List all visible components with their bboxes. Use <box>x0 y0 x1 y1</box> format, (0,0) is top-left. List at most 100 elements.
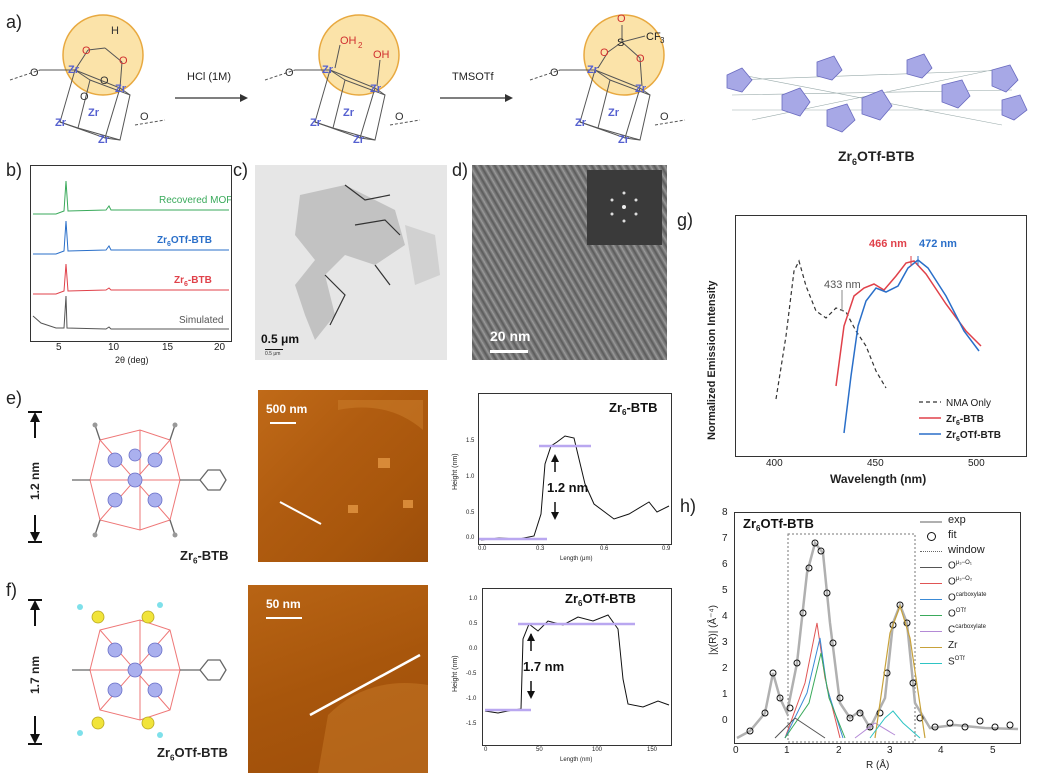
afm-ytick-e-4: 0.0 <box>466 535 475 541</box>
peak-433-label: 433 nm <box>824 279 861 291</box>
afm-scale-bar-f <box>266 617 302 619</box>
tem-flakes <box>295 184 440 340</box>
arrow-head-2 <box>505 94 513 102</box>
exafs-xtick-4: 4 <box>938 745 944 756</box>
svg-text:O: O <box>600 47 609 59</box>
height-arrows-f <box>28 599 42 745</box>
active-site-circle-3 <box>583 14 665 96</box>
svg-text:Zr: Zr <box>55 117 67 129</box>
curve-nma-only <box>775 259 887 400</box>
afm-xtick-f-4: 150 <box>647 747 658 753</box>
svg-text:O: O <box>30 67 39 79</box>
exafs-legend: exp fit window Oμ₃−O₁ Oμ₃−O₂ Ocarboxylat… <box>920 514 1016 671</box>
pxrd-xtick-10: 10 <box>108 342 120 353</box>
svg-text:H: H <box>111 25 119 37</box>
afm-xtick-e-2: 0.3 <box>536 546 545 552</box>
cluster-3-atoms: O S CF 3 O O Zr Zr Zr Zr Zr O O <box>550 13 669 146</box>
pxrd-xlabel: 2θ (deg) <box>115 355 149 365</box>
cluster-2-atoms: OH 2 OH Zr Zr Zr Zr Zr O O <box>285 35 404 146</box>
afm-ytick-f-3: 0.0 <box>469 646 478 652</box>
afm-profile-line-f <box>309 653 421 717</box>
exafs-ytick-0: 0 <box>722 715 728 726</box>
emission-xlabel: Wavelength (nm) <box>830 472 927 486</box>
exafs-ytick-8: 8 <box>722 507 728 518</box>
label-zr6-btb: Zr6-BTB <box>174 275 212 288</box>
svg-text:Zr: Zr <box>98 134 110 146</box>
afm-step-label-e: 1.2 nm <box>547 480 588 495</box>
afm-profile-curve-f <box>484 614 670 714</box>
exafs-o-otf <box>784 652 846 739</box>
afm-xtick-f-1: 0 <box>484 747 488 753</box>
exafs-xlabel: R (Å) <box>866 760 890 771</box>
afm-ytick-f-1: 1.0 <box>469 596 478 602</box>
tem-scale-tiny: 0.5 μm <box>265 351 281 357</box>
legend-item-zr: Zr <box>920 639 1016 655</box>
svg-text:OH: OH <box>373 49 390 61</box>
pxrd-traces: Recovered MOF Zr6OTf-BTB Zr6-BTB Simulat… <box>32 180 232 330</box>
pxrd-xtick-5: 5 <box>56 342 62 353</box>
trace-zr6-btb <box>33 263 229 295</box>
svg-text:OH: OH <box>340 35 357 47</box>
height-label-f: 1.7 nm <box>28 655 42 694</box>
afm-xtick-e-3: 0.6 <box>600 546 609 552</box>
exafs-zr <box>874 604 926 739</box>
exafs-xtick-5: 5 <box>990 745 996 756</box>
exafs-ylabel: |χ(R)| (Å⁻⁴) <box>708 604 719 655</box>
exafs-ytick-3: 3 <box>722 637 728 648</box>
tem-scale-bar <box>265 349 283 350</box>
emission-ylabel: Normalized Emission Intensity <box>706 280 718 440</box>
svg-text:O: O <box>80 91 89 103</box>
legend-item-s-otf: SOTf <box>920 655 1016 671</box>
svg-text:O: O <box>617 13 626 25</box>
arrow-head-1 <box>240 94 248 102</box>
panel-label-a: a) <box>6 12 23 32</box>
svg-text:O: O <box>82 45 91 57</box>
afm-ytick-f-4: -0.5 <box>466 671 477 677</box>
fft-inset <box>587 170 662 245</box>
exafs-xtick-3: 3 <box>887 745 893 756</box>
svg-text:Zr: Zr <box>115 83 127 95</box>
afm-xtick-f-3: 100 <box>592 747 603 753</box>
afm-plot-title-e: Zr6-BTB <box>609 400 658 417</box>
hrtem-scale-bar <box>490 350 528 353</box>
afm-xlabel-f: Length (nm) <box>560 757 593 763</box>
afm-ytick-e-3: 0.5 <box>466 510 475 516</box>
emission-xtick-400: 400 <box>766 458 783 469</box>
svg-text:Zr: Zr <box>575 117 587 129</box>
svg-text:O: O <box>636 53 645 65</box>
height-arrows-e <box>28 411 42 543</box>
afm-image-e: 500 nm <box>258 390 428 562</box>
afm-image-f: 50 nm <box>248 585 428 773</box>
exafs-xtick-0: 0 <box>733 745 739 756</box>
panel-label-e: e) <box>6 388 23 408</box>
height-label-e: 1.2 nm <box>28 461 42 500</box>
panel-label-h: h) <box>680 496 697 516</box>
exafs-s-otf <box>869 710 921 739</box>
panel-label-c: c) <box>233 160 248 180</box>
svg-text:O: O <box>140 111 149 123</box>
emission-plot: 433 nm 466 nm 472 nm NMA Only Zr6-BTB Zr… <box>735 215 1027 457</box>
afm-xtick-e-1: 0.0 <box>478 546 487 552</box>
molecule-zr6otf-btb <box>72 602 227 738</box>
legend-item-fit: fit <box>920 529 1016 544</box>
emission-xtick-500: 500 <box>968 458 985 469</box>
legend-item-o-otf: OOTf <box>920 607 1016 623</box>
svg-text:Zr: Zr <box>322 64 334 76</box>
afm-scale-label-f: 50 nm <box>266 597 301 611</box>
svg-text:O: O <box>550 67 559 79</box>
svg-text:Zr: Zr <box>353 134 365 146</box>
tem-image: 0.5 μm 0.5 μm <box>255 165 447 360</box>
emission-curves: 433 nm 466 nm 472 nm NMA Only Zr6-BTB Zr… <box>775 238 1001 443</box>
exafs-ytick-7: 7 <box>722 533 728 544</box>
svg-text:O: O <box>100 75 109 87</box>
framework-illustration <box>726 53 1028 133</box>
legend-zr6otfbtb: Zr6OTf-BTB <box>946 430 1001 443</box>
hrtem-image: 20 nm <box>472 165 667 360</box>
legend-zr6btb: Zr6-BTB <box>946 414 984 427</box>
afm-profile-line-e <box>279 501 322 525</box>
peak-466-label: 466 nm <box>869 238 907 250</box>
exafs-window <box>787 533 916 743</box>
arrow-1-label: HCl (1M) <box>187 71 231 83</box>
framework-caption: Zr6OTf-BTB <box>838 148 915 167</box>
curve-zr6-btb <box>835 260 982 387</box>
